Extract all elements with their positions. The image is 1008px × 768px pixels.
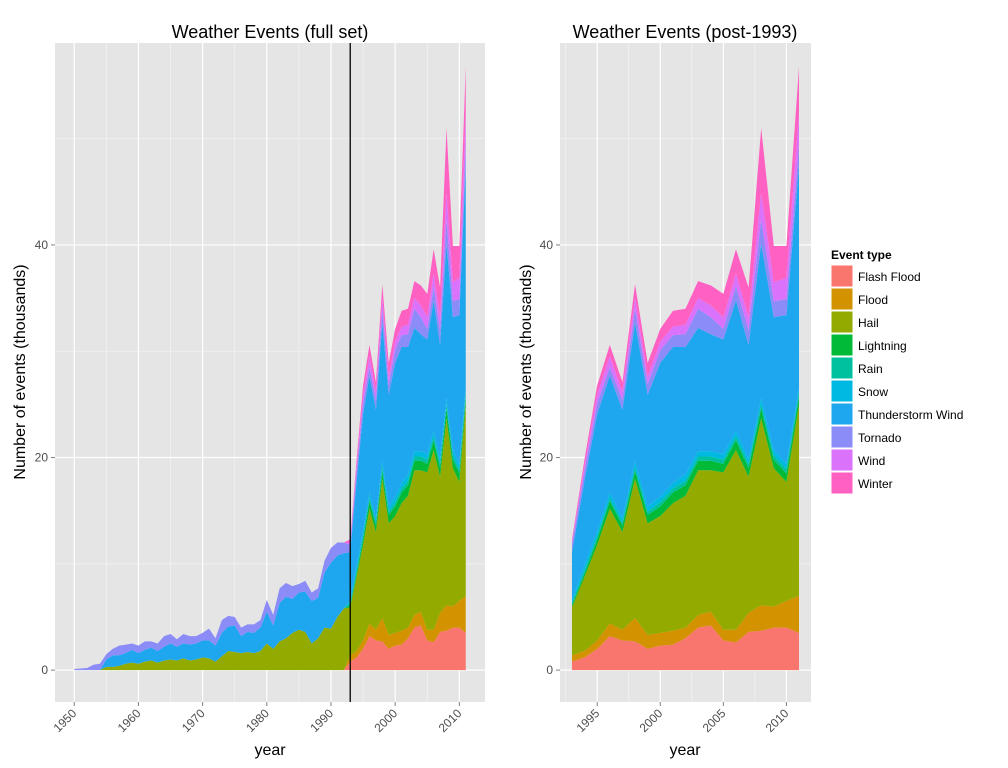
post-1993-x-tick-label: 2010 <box>763 706 792 735</box>
full-set-area-series <box>74 66 466 671</box>
post-1993-x-axis-title: year <box>669 742 701 759</box>
full-set-chart-title: Weather Events (full set) <box>172 22 369 42</box>
legend-label-flood: Flood <box>858 293 888 307</box>
full-set-y-ticks: 0 20 40 <box>35 238 55 677</box>
legend-label-flash-flood: Flash Flood <box>858 270 921 284</box>
legend-label-snow: Snow <box>858 385 888 399</box>
full-set-x-tick-label: 1970 <box>179 706 208 735</box>
legend-label-winter: Winter <box>858 477 893 491</box>
full-set-x-tick-label: 1960 <box>115 706 144 735</box>
full-set-y-tick-label: 20 <box>35 451 49 465</box>
legend-label-wind: Wind <box>858 454 885 468</box>
post-1993-chart-title: Weather Events (post-1993) <box>573 22 798 42</box>
post-1993-x-ticks: 1995 2000 2005 2010 <box>574 702 792 735</box>
post-1993-y-tick-label: 20 <box>540 451 554 465</box>
full-set-x-ticks: 1950 1960 1970 1980 1990 2000 2010 <box>51 702 465 735</box>
legend-key-flood <box>830 287 854 311</box>
legend-key-tornado <box>830 425 854 449</box>
post-1993-area-thunderstorm-wind <box>571 164 800 600</box>
post-1993-x-tick-label: 2005 <box>700 706 729 735</box>
post-1993-area-flood <box>571 595 800 662</box>
full-set-area-flash-flood <box>74 625 466 671</box>
legend-label-thunderstorm-wind: Thunderstorm Wind <box>858 408 963 422</box>
legend-label-tornado: Tornado <box>858 431 902 445</box>
legend-key-flash-flood <box>830 264 854 288</box>
full-set-area-thunderstorm-wind <box>74 164 466 671</box>
legend-label-hail: Hail <box>858 316 879 330</box>
legend-key-snow <box>830 379 854 403</box>
full-set-y-axis-title: Number of events (thousands) <box>12 264 29 479</box>
post-1993-area-flash-flood <box>571 625 800 671</box>
full-set-x-tick-label: 1950 <box>51 706 80 735</box>
legend-key-lightning <box>830 333 854 357</box>
full-set-x-tick-label: 2000 <box>371 706 400 735</box>
post-1993-y-tick-label: 40 <box>540 238 554 252</box>
full-set-x-axis-title: year <box>254 742 286 759</box>
post-1993-area-series <box>571 66 800 671</box>
post-1993-area-hail <box>571 404 800 656</box>
legend-label-lightning: Lightning <box>858 339 907 353</box>
post-1993-y-tick-label: 0 <box>546 663 553 677</box>
full-set-x-tick-label: 1980 <box>243 706 272 735</box>
post-1993-x-tick-label: 2000 <box>637 706 666 735</box>
full-set-x-tick-label: 1990 <box>307 706 336 735</box>
full-set-y-tick-label: 40 <box>35 238 49 252</box>
post-1993-area-wind <box>571 113 800 545</box>
legend-title: Event type <box>831 248 892 262</box>
legend-key-rain <box>830 356 854 380</box>
full-set-area-flood <box>74 595 466 671</box>
legend-label-rain: Rain <box>858 362 883 376</box>
post-1993-chart: Weather Events (post-1993) 1995 2000 2005 2… <box>518 22 811 759</box>
legend-key-thunderstorm-wind <box>830 402 854 426</box>
legend-key-winter <box>830 471 854 495</box>
legend-key-hail <box>830 310 854 334</box>
full-set-area-hail <box>74 404 466 671</box>
legend-key-wind <box>830 448 854 472</box>
post-1993-y-axis-title: Number of events (thousands) <box>518 264 535 479</box>
post-1993-y-ticks: 0 20 40 <box>540 238 560 677</box>
full-set-x-tick-label: 2010 <box>436 706 465 735</box>
post-1993-x-tick-label: 1995 <box>574 706 603 735</box>
event-type-legend: Event type Flash Flood Flood Hail Lightning… <box>830 248 963 495</box>
full-set-y-tick-label: 0 <box>41 663 48 677</box>
full-set-chart: Weather Events (full set) 1950 1960 1970 19… <box>12 22 485 759</box>
